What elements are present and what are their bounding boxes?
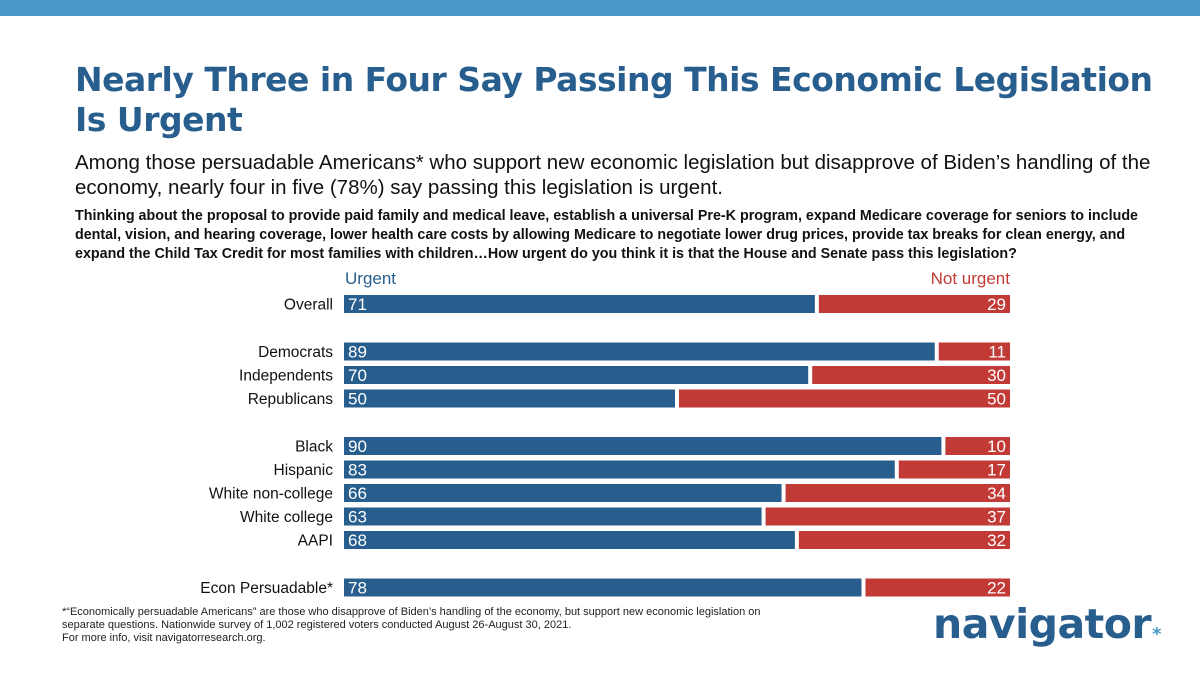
bar-urgent-white-college — [344, 507, 762, 526]
bar-urgent-overall — [344, 295, 815, 313]
bar-urgent-independents — [344, 366, 809, 384]
footnote-methodology: *“Economically persuadable Americans” ar… — [62, 606, 761, 631]
logo-asterisk-icon: * — [1152, 624, 1162, 645]
bar-not-urgent-aapi — [798, 531, 1010, 549]
value-not-urgent-aapi: 32 — [987, 531, 1006, 550]
logo-text: navigator — [933, 600, 1152, 648]
survey-question: Thinking about the proposal to provide p… — [75, 208, 1139, 262]
bar-urgent-hispanic — [344, 460, 895, 479]
bar-urgent-republicans — [344, 389, 675, 408]
top-accent-bar — [0, 0, 1200, 16]
value-not-urgent-econ-persuadable: 22 — [987, 579, 1006, 598]
legend-not-urgent: Not urgent — [930, 269, 1010, 288]
category-label-white-college: White college — [240, 509, 333, 526]
footnote-more-info: For more info, visit navigatorresearch.o… — [62, 632, 266, 644]
subtitle: Among those persuadable Americans* who s… — [75, 151, 1151, 199]
bar-not-urgent-white-non-college — [785, 484, 1010, 502]
category-label-aapi: AAPI — [298, 533, 333, 550]
legend-urgent: Urgent — [345, 269, 397, 288]
value-not-urgent-republicans: 50 — [987, 390, 1006, 409]
value-urgent-black: 90 — [348, 437, 367, 456]
bar-not-urgent-black — [945, 437, 1010, 455]
value-urgent-hispanic: 83 — [348, 461, 367, 480]
value-urgent-white-college: 63 — [348, 508, 367, 527]
value-not-urgent-hispanic: 17 — [987, 461, 1006, 480]
bar-not-urgent-independents — [812, 366, 1010, 384]
value-urgent-econ-persuadable: 78 — [348, 579, 367, 598]
value-urgent-independents: 70 — [348, 366, 367, 385]
value-not-urgent-black: 10 — [987, 437, 1006, 456]
category-label-independents: Independents — [239, 368, 333, 385]
value-not-urgent-white-college: 37 — [987, 508, 1006, 527]
category-label-hispanic: Hispanic — [274, 462, 334, 479]
bar-not-urgent-hispanic — [898, 460, 1010, 479]
bar-urgent-black — [344, 437, 942, 455]
bar-urgent-democrats — [344, 342, 935, 361]
value-not-urgent-white-non-college: 34 — [987, 484, 1006, 503]
value-urgent-democrats: 89 — [348, 343, 367, 362]
value-urgent-white-non-college: 66 — [348, 484, 367, 503]
category-label-econ-persuadable: Econ Persuadable* — [200, 580, 333, 597]
value-not-urgent-independents: 30 — [987, 366, 1006, 385]
bar-urgent-aapi — [344, 531, 795, 549]
category-label-white-non-college: White non-college — [209, 486, 333, 503]
bar-not-urgent-white-college — [765, 507, 1010, 526]
value-not-urgent-democrats: 11 — [988, 343, 1006, 362]
category-label-black: Black — [295, 439, 333, 456]
navigator-logo: navigator* — [933, 600, 1162, 648]
value-urgent-republicans: 50 — [348, 390, 367, 409]
value-urgent-overall: 71 — [348, 295, 367, 314]
footnote: *“Economically persuadable Americans” ar… — [62, 606, 782, 645]
category-label-overall: Overall — [284, 297, 333, 314]
page-title: Nearly Three in Four Say Passing This Ec… — [75, 60, 1153, 139]
category-label-democrats: Democrats — [258, 344, 333, 361]
bar-not-urgent-democrats — [938, 342, 1010, 361]
bar-not-urgent-econ-persuadable — [865, 578, 1010, 597]
bar-not-urgent-overall — [818, 295, 1010, 313]
value-not-urgent-overall: 29 — [987, 295, 1006, 314]
bar-urgent-econ-persuadable — [344, 578, 862, 597]
bar-urgent-white-non-college — [344, 484, 782, 502]
bar-not-urgent-republicans — [679, 389, 1010, 408]
value-urgent-aapi: 68 — [348, 531, 367, 550]
category-label-republicans: Republicans — [248, 391, 334, 408]
